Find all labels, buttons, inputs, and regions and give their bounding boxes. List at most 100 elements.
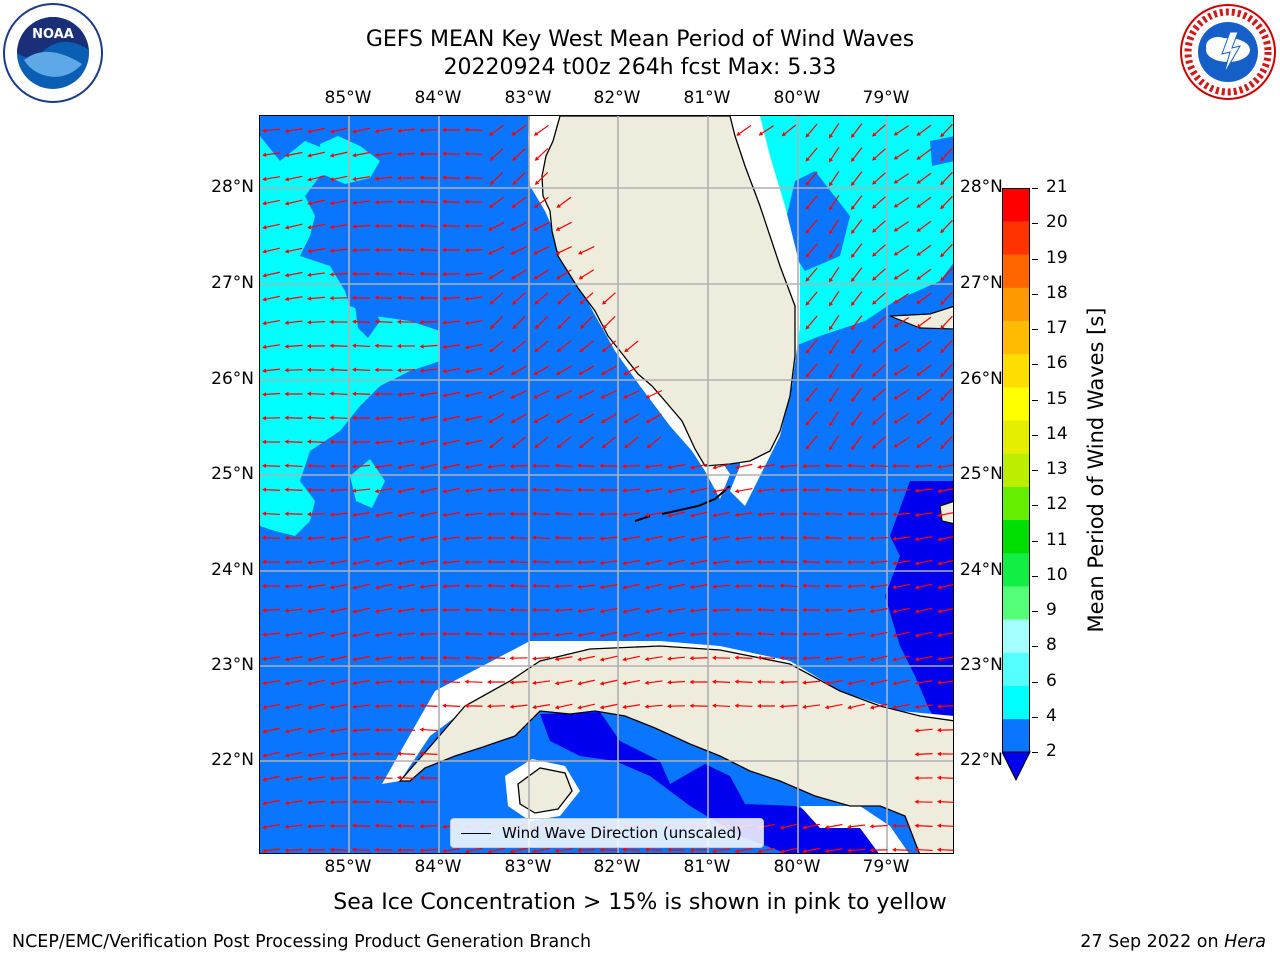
wind-wave-arrow-head bbox=[734, 465, 740, 470]
wind-wave-arrow-head bbox=[578, 371, 583, 375]
title-line-1: GEFS MEAN Key West Mean Period of Wind W… bbox=[365, 27, 915, 52]
wind-wave-arrow-head bbox=[284, 320, 289, 325]
colorbar-tick-label: 6 bbox=[1046, 670, 1057, 691]
colorbar-tick-label: 17 bbox=[1046, 318, 1068, 338]
wind-wave-arrow bbox=[511, 560, 528, 564]
wind-wave-arrow-head bbox=[464, 345, 470, 350]
wind-wave-arrow bbox=[917, 196, 932, 208]
wind-wave-arrow bbox=[308, 560, 326, 564]
wind-wave-arrow bbox=[848, 489, 866, 491]
wind-wave-arrow-head bbox=[307, 657, 312, 662]
wind-wave-arrow-head bbox=[511, 131, 516, 136]
wind-wave-arrow-head bbox=[850, 277, 856, 282]
wind-wave-arrow bbox=[466, 415, 483, 421]
wind-wave-arrow bbox=[488, 608, 506, 612]
wind-wave-arrow bbox=[376, 632, 393, 636]
wind-wave-arrow bbox=[668, 656, 686, 660]
wind-wave-arrow bbox=[421, 415, 438, 421]
wind-wave-arrow-head bbox=[736, 131, 741, 136]
wind-wave-arrow-head bbox=[419, 175, 424, 181]
wind-wave-arrow-head bbox=[824, 583, 829, 589]
wind-wave-arrow bbox=[376, 345, 393, 347]
wind-wave-arrow-head bbox=[307, 584, 312, 590]
wind-wave-arrow bbox=[806, 315, 818, 329]
lon-label-bottom: 79°W bbox=[862, 857, 910, 877]
wind-wave-arrow-head bbox=[892, 609, 897, 614]
wind-wave-arrow-head bbox=[850, 373, 856, 378]
wind-wave-arrow-head bbox=[757, 655, 762, 660]
wind-wave-arrow bbox=[579, 365, 595, 375]
colorbar-tick-label: 4 bbox=[1046, 705, 1057, 726]
wind-wave-arrow-head bbox=[464, 464, 469, 470]
wind-wave-arrow-head bbox=[442, 223, 447, 228]
wind-wave-arrow-head bbox=[352, 585, 357, 590]
wind-wave-arrow bbox=[308, 800, 326, 804]
wind-wave-arrow bbox=[646, 390, 663, 398]
wind-wave-arrow bbox=[806, 363, 818, 377]
wind-wave-arrow-head bbox=[599, 633, 605, 638]
wind-wave-arrow-head bbox=[850, 181, 856, 186]
wind-wave-arrow bbox=[829, 122, 840, 138]
wind-wave-arrow bbox=[466, 656, 483, 660]
wind-wave-arrow bbox=[873, 196, 886, 208]
wind-wave-arrow-head bbox=[937, 488, 942, 494]
wind-wave-arrow-head bbox=[802, 680, 807, 685]
wind-wave-arrow bbox=[376, 607, 393, 613]
wind-wave-arrow-head bbox=[489, 444, 494, 449]
wind-wave-arrow-head bbox=[532, 656, 537, 661]
wind-wave-arrow-head bbox=[916, 131, 921, 136]
wind-wave-arrow bbox=[443, 680, 461, 684]
wind-wave-arrow-head bbox=[509, 511, 514, 517]
wind-wave-arrow-head bbox=[262, 511, 267, 516]
wind-wave-arrow-head bbox=[847, 584, 852, 589]
wind-wave-arrow-head bbox=[284, 681, 290, 686]
wind-wave-arrow-head bbox=[554, 705, 560, 710]
wind-wave-arrow bbox=[466, 512, 483, 516]
wind-wave-arrow-head bbox=[554, 535, 559, 541]
wind-wave-arrow-head bbox=[511, 203, 516, 208]
wind-wave-arrow bbox=[466, 343, 483, 349]
wind-wave-arrow-head bbox=[869, 633, 875, 638]
wind-wave-arrow bbox=[286, 199, 303, 205]
wind-wave-arrow-head bbox=[419, 223, 424, 228]
wind-wave-arrow bbox=[444, 487, 460, 493]
wind-wave-arrow bbox=[806, 387, 818, 401]
wind-wave-arrow bbox=[579, 655, 595, 661]
wind-wave-arrow bbox=[646, 583, 663, 589]
wind-wave-arrow bbox=[916, 464, 933, 468]
wind-wave-arrow-head bbox=[712, 536, 717, 542]
wind-wave-arrow bbox=[758, 537, 776, 539]
wind-wave-arrow bbox=[624, 390, 640, 398]
wind-wave-arrow bbox=[893, 489, 911, 491]
wind-wave-arrow-head bbox=[557, 300, 562, 305]
wind-wave-arrow bbox=[736, 463, 753, 469]
wind-wave-arrow bbox=[490, 124, 504, 136]
wind-wave-arrow-head bbox=[555, 250, 561, 255]
wind-wave-arrow-head bbox=[419, 632, 424, 637]
wind-wave-arrow-head bbox=[578, 275, 584, 280]
wind-wave-arrow bbox=[829, 362, 840, 378]
wind-wave-arrow bbox=[556, 608, 573, 612]
wind-wave-arrow bbox=[421, 392, 438, 396]
colorbar bbox=[1001, 188, 1042, 788]
wind-wave-arrow-head bbox=[734, 679, 739, 684]
wind-wave-arrow-head bbox=[284, 249, 290, 254]
wind-wave-arrow-head bbox=[667, 513, 672, 518]
wind-wave-arrow-head bbox=[442, 417, 447, 422]
wind-wave-arrow bbox=[806, 195, 818, 209]
wind-wave-arrow-head bbox=[892, 584, 897, 590]
wind-wave-arrow bbox=[781, 633, 798, 635]
wind-wave-arrow-head bbox=[284, 705, 290, 710]
wind-wave-arrow-head bbox=[352, 295, 357, 301]
wind-wave-arrow bbox=[829, 218, 840, 234]
wind-wave-arrow bbox=[848, 464, 866, 468]
wind-wave-arrow-head bbox=[802, 511, 807, 516]
wind-wave-arrow bbox=[286, 489, 303, 491]
wind-wave-arrow bbox=[938, 705, 953, 708]
wind-wave-arrow bbox=[941, 387, 953, 401]
wind-wave-arrow-head bbox=[554, 848, 559, 853]
wind-wave-arrow bbox=[736, 536, 753, 540]
wind-wave-arrow-head bbox=[464, 488, 469, 494]
wind-wave-arrow-head bbox=[850, 397, 856, 402]
wind-wave-arrow-head bbox=[284, 535, 289, 541]
